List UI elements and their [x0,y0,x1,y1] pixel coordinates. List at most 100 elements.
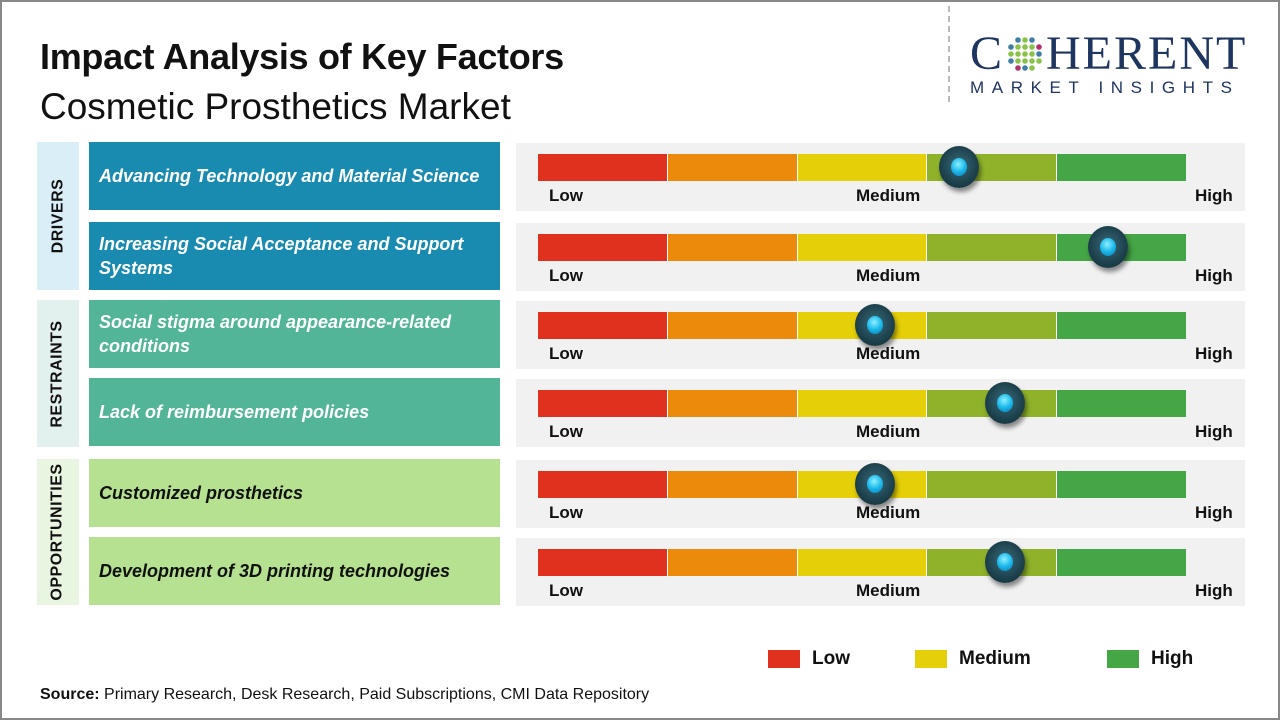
impact-marker-knob [939,146,980,188]
gauge-segment-5 [1057,471,1186,498]
gauge-label-low: Low [549,344,583,363]
logo-tagline: MARKET INSIGHTS [970,78,1240,97]
gauge-label-high: High [1195,422,1233,441]
gauge-segment-1 [538,312,668,339]
gauge-label-low: Low [549,186,583,205]
impact-marker-knob [1088,226,1129,268]
globe-dot [1036,58,1042,64]
company-logo: C HERENT MARKET INSIGHTS [970,30,1260,98]
gauge-segment-1 [538,549,668,576]
legend-item-low: Low [768,648,850,670]
factor-label: Social stigma around appearance-related … [89,300,500,368]
source-text: Primary Research, Desk Research, Paid Su… [99,686,650,703]
globe-dot [1022,44,1028,50]
legend-swatch-high [1107,650,1139,668]
gauge-segment-2 [667,471,798,498]
gauge-segment-1 [538,390,668,417]
impact-marker-knob [854,304,895,346]
globe-dot [1015,44,1021,50]
legend-label: Low [812,648,850,669]
gauge-label-high: High [1195,581,1233,600]
gauge-label-low: Low [549,422,583,441]
gauge-label-low: Low [549,581,583,600]
globe-dot [1008,44,1014,50]
gauge-segment-2 [667,154,798,181]
category-restraints: RESTRAINTS [37,300,79,447]
legend-label: High [1151,648,1194,669]
gauge-segment-5 [1057,312,1186,339]
source-note: Source: Primary Research, Desk Research,… [40,686,649,704]
source-label: Source: [40,686,100,703]
gauge-label-high: High [1195,503,1233,522]
gauge-label-medium: Medium [856,186,921,205]
gauge-label-low: Low [549,503,583,522]
legend-swatch-low [768,650,800,668]
legend-item-high: High [1107,648,1193,670]
factor-label: Lack of reimbursement policies [89,378,500,446]
gauge-segment-2 [667,312,798,339]
gauge-label-high: High [1195,266,1233,285]
factor-label: Development of 3D printing technologies [89,537,500,605]
globe-dot [1022,65,1028,71]
gauge-label-medium: Medium [856,581,921,600]
legend-item-medium: Medium [915,648,1031,670]
gauge-label-high: High [1195,186,1233,205]
gauge-segment-3 [797,549,928,576]
logo-wordmark: HERENT [1046,27,1248,80]
category-label: RESTRAINTS [49,319,67,428]
category-label: DRIVERS [49,178,66,254]
gauge-segment-5 [1057,154,1186,181]
gauge-bar [538,471,1186,498]
gauge-label-medium: Medium [856,422,921,441]
globe-dot [1029,58,1035,64]
gauge-bar [538,390,1186,417]
gauge-bar [538,154,1186,181]
gauge-label-low: Low [549,266,583,285]
globe-dots-icon [1008,37,1042,71]
category-opportunities: OPPORTUNITIES [37,459,79,605]
impact-gauge: Low Medium High [516,143,1245,211]
globe-dot [1015,37,1021,43]
impact-gauge: Low Medium High [516,223,1245,291]
gauge-segment-1 [538,154,668,181]
impact-gauge: Low Medium High [516,538,1245,606]
gauge-segment-2 [667,390,798,417]
header-divider [948,6,950,102]
factor-label: Advancing Technology and Material Scienc… [89,142,500,210]
globe-dot [1015,65,1021,71]
gauge-segment-3 [797,390,928,417]
gauge-segment-4 [927,234,1058,261]
globe-dot [1036,44,1042,50]
gauge-segment-2 [667,549,798,576]
gauge-segment-5 [1057,390,1186,417]
globe-dot [1022,51,1028,57]
legend-label: Medium [959,648,1031,669]
globe-dot [1036,51,1042,57]
gauge-segment-5 [1057,549,1186,576]
globe-dot [1022,58,1028,64]
globe-dot [1015,58,1021,64]
globe-dot [1029,44,1035,50]
page-title: Impact Analysis of Key Factors [40,36,564,77]
gauge-segment-3 [797,154,928,181]
gauge-segment-4 [927,471,1058,498]
gauge-bar [538,234,1186,261]
gauge-segment-3 [797,234,928,261]
gauge-label-high: High [1195,344,1233,363]
globe-dot [1015,51,1021,57]
globe-dot [1029,51,1035,57]
impact-marker-knob [854,463,895,505]
globe-dot [1022,37,1028,43]
factor-label: Increasing Social Acceptance and Support… [89,222,500,290]
impact-marker-knob [984,541,1025,583]
gauge-label-medium: Medium [856,344,921,363]
gauge-segment-2 [667,234,798,261]
gauge-segment-1 [538,234,668,261]
globe-dot [1008,51,1014,57]
impact-gauge: Low Medium High [516,379,1245,447]
gauge-segment-4 [927,312,1058,339]
impact-gauge: Low Medium High [516,301,1245,369]
globe-dot [1029,37,1035,43]
factor-label: Customized prosthetics [89,459,500,527]
